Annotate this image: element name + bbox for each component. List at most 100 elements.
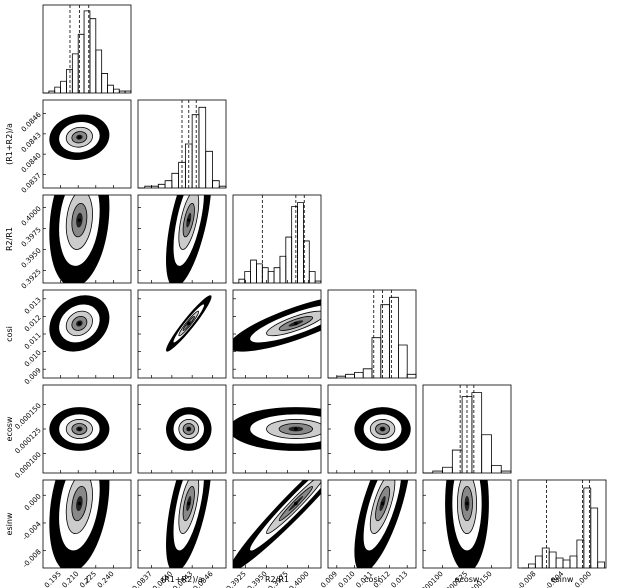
panel-frame [422, 384, 512, 474]
x-axis-label: J [85, 575, 88, 584]
median-point [380, 501, 385, 506]
hist-bin [389, 296, 399, 378]
hist-bin [198, 106, 207, 188]
contours [233, 407, 321, 451]
hist-bin [362, 368, 373, 378]
y-tick-label: 0.010 [23, 349, 43, 369]
hist-bin [285, 236, 293, 283]
hist-bin [101, 73, 108, 93]
hist-bin [66, 69, 73, 93]
y-tick-label: 0.3975 [20, 226, 43, 249]
hist-bin [297, 202, 304, 283]
y-tick-label: -0.004 [21, 520, 43, 542]
hist-bin [261, 267, 269, 283]
hist-bin [345, 373, 355, 378]
contours [49, 295, 110, 352]
contours [49, 407, 110, 451]
panel [422, 479, 512, 569]
hist-bin [354, 372, 364, 378]
y-tick-label: 0.011 [23, 331, 43, 351]
hist-bin [569, 555, 578, 568]
y-tick-label: 0.000 [23, 492, 43, 512]
hist-bin [205, 150, 213, 188]
hist-bin [527, 563, 536, 568]
y-tick-label: 0.0840 [20, 151, 43, 174]
panel [42, 384, 132, 474]
hist-bin [555, 557, 564, 568]
x-axis-label: R2/R1 [265, 575, 289, 584]
y-tick-label: 0.0843 [20, 131, 43, 154]
hist-bin [442, 466, 453, 473]
panel [327, 289, 417, 379]
hist-bin [597, 561, 606, 568]
x-tick-label: 0.4000 [288, 570, 311, 588]
panel [232, 384, 322, 474]
hist-bin [541, 547, 550, 568]
hist-bin [308, 271, 316, 283]
y-axis-label: cosi [5, 326, 14, 342]
panel-frame [42, 4, 132, 94]
x-tick-label: 0.0837 [131, 570, 154, 588]
panel [422, 384, 512, 474]
hist-bin [54, 86, 61, 93]
contours [49, 114, 110, 160]
x-tick-label: 0.013 [390, 570, 410, 588]
x-axis-label: ecosw [455, 575, 480, 584]
panel-frame [42, 194, 132, 284]
hist-bin [107, 84, 114, 93]
y-tick-label: 0.009 [23, 366, 43, 386]
x-tick-label: 0.3925 [225, 570, 248, 588]
panel [42, 99, 132, 189]
x-tick-label: 0.000100 [416, 570, 445, 588]
contours [49, 195, 110, 283]
y-tick-label: 0.0837 [20, 172, 43, 195]
hist-bin [451, 449, 463, 473]
x-tick-label: 0.195 [43, 570, 63, 588]
hist-bin [60, 80, 67, 93]
hist-bin [95, 49, 103, 93]
y-tick-label: 0.012 [23, 314, 43, 334]
x-tick-label: 0.240 [96, 570, 116, 588]
panel [137, 99, 227, 189]
hist-bin [398, 344, 408, 378]
panel-frame [232, 194, 322, 284]
contours [233, 480, 321, 568]
hist-bin [303, 240, 310, 283]
y-axis-label: ecosw [5, 416, 14, 441]
hist-bin [590, 507, 599, 568]
y-tick-label: -0.008 [21, 548, 43, 570]
panel [42, 194, 132, 284]
panel-frame [517, 479, 607, 569]
panel-frame [137, 479, 227, 569]
contours [166, 195, 212, 283]
median-point [77, 427, 82, 431]
x-tick-label: 0.000 [573, 570, 593, 588]
contours [445, 480, 489, 568]
x-axis-label: esinw [551, 575, 574, 584]
panel [137, 384, 227, 474]
hist-bin [157, 183, 166, 188]
hist-bin [164, 180, 173, 188]
hist-bin [77, 33, 85, 93]
y-tick-label: 0.000150 [14, 402, 43, 431]
contours [354, 407, 411, 451]
panel [137, 479, 227, 569]
median-point [186, 501, 191, 506]
y-axis-label: (R1+R2)/a [5, 123, 14, 165]
contours [166, 480, 212, 568]
x-tick-label: 0.210 [61, 570, 81, 588]
hist-bin [562, 559, 571, 568]
y-axis-label: R2/R1 [5, 227, 14, 251]
hist-bin [212, 180, 220, 188]
hist-bin [113, 88, 120, 93]
hist-bin [491, 464, 502, 473]
contours [233, 295, 321, 352]
hist-bin [481, 434, 492, 473]
median-point [294, 321, 298, 326]
median-point [294, 427, 298, 431]
x-tick-label: 0.010 [337, 570, 357, 588]
hist-bin [471, 392, 483, 473]
panel-frame [42, 99, 132, 189]
y-tick-label: 0.0846 [20, 110, 43, 133]
contours [49, 480, 110, 568]
